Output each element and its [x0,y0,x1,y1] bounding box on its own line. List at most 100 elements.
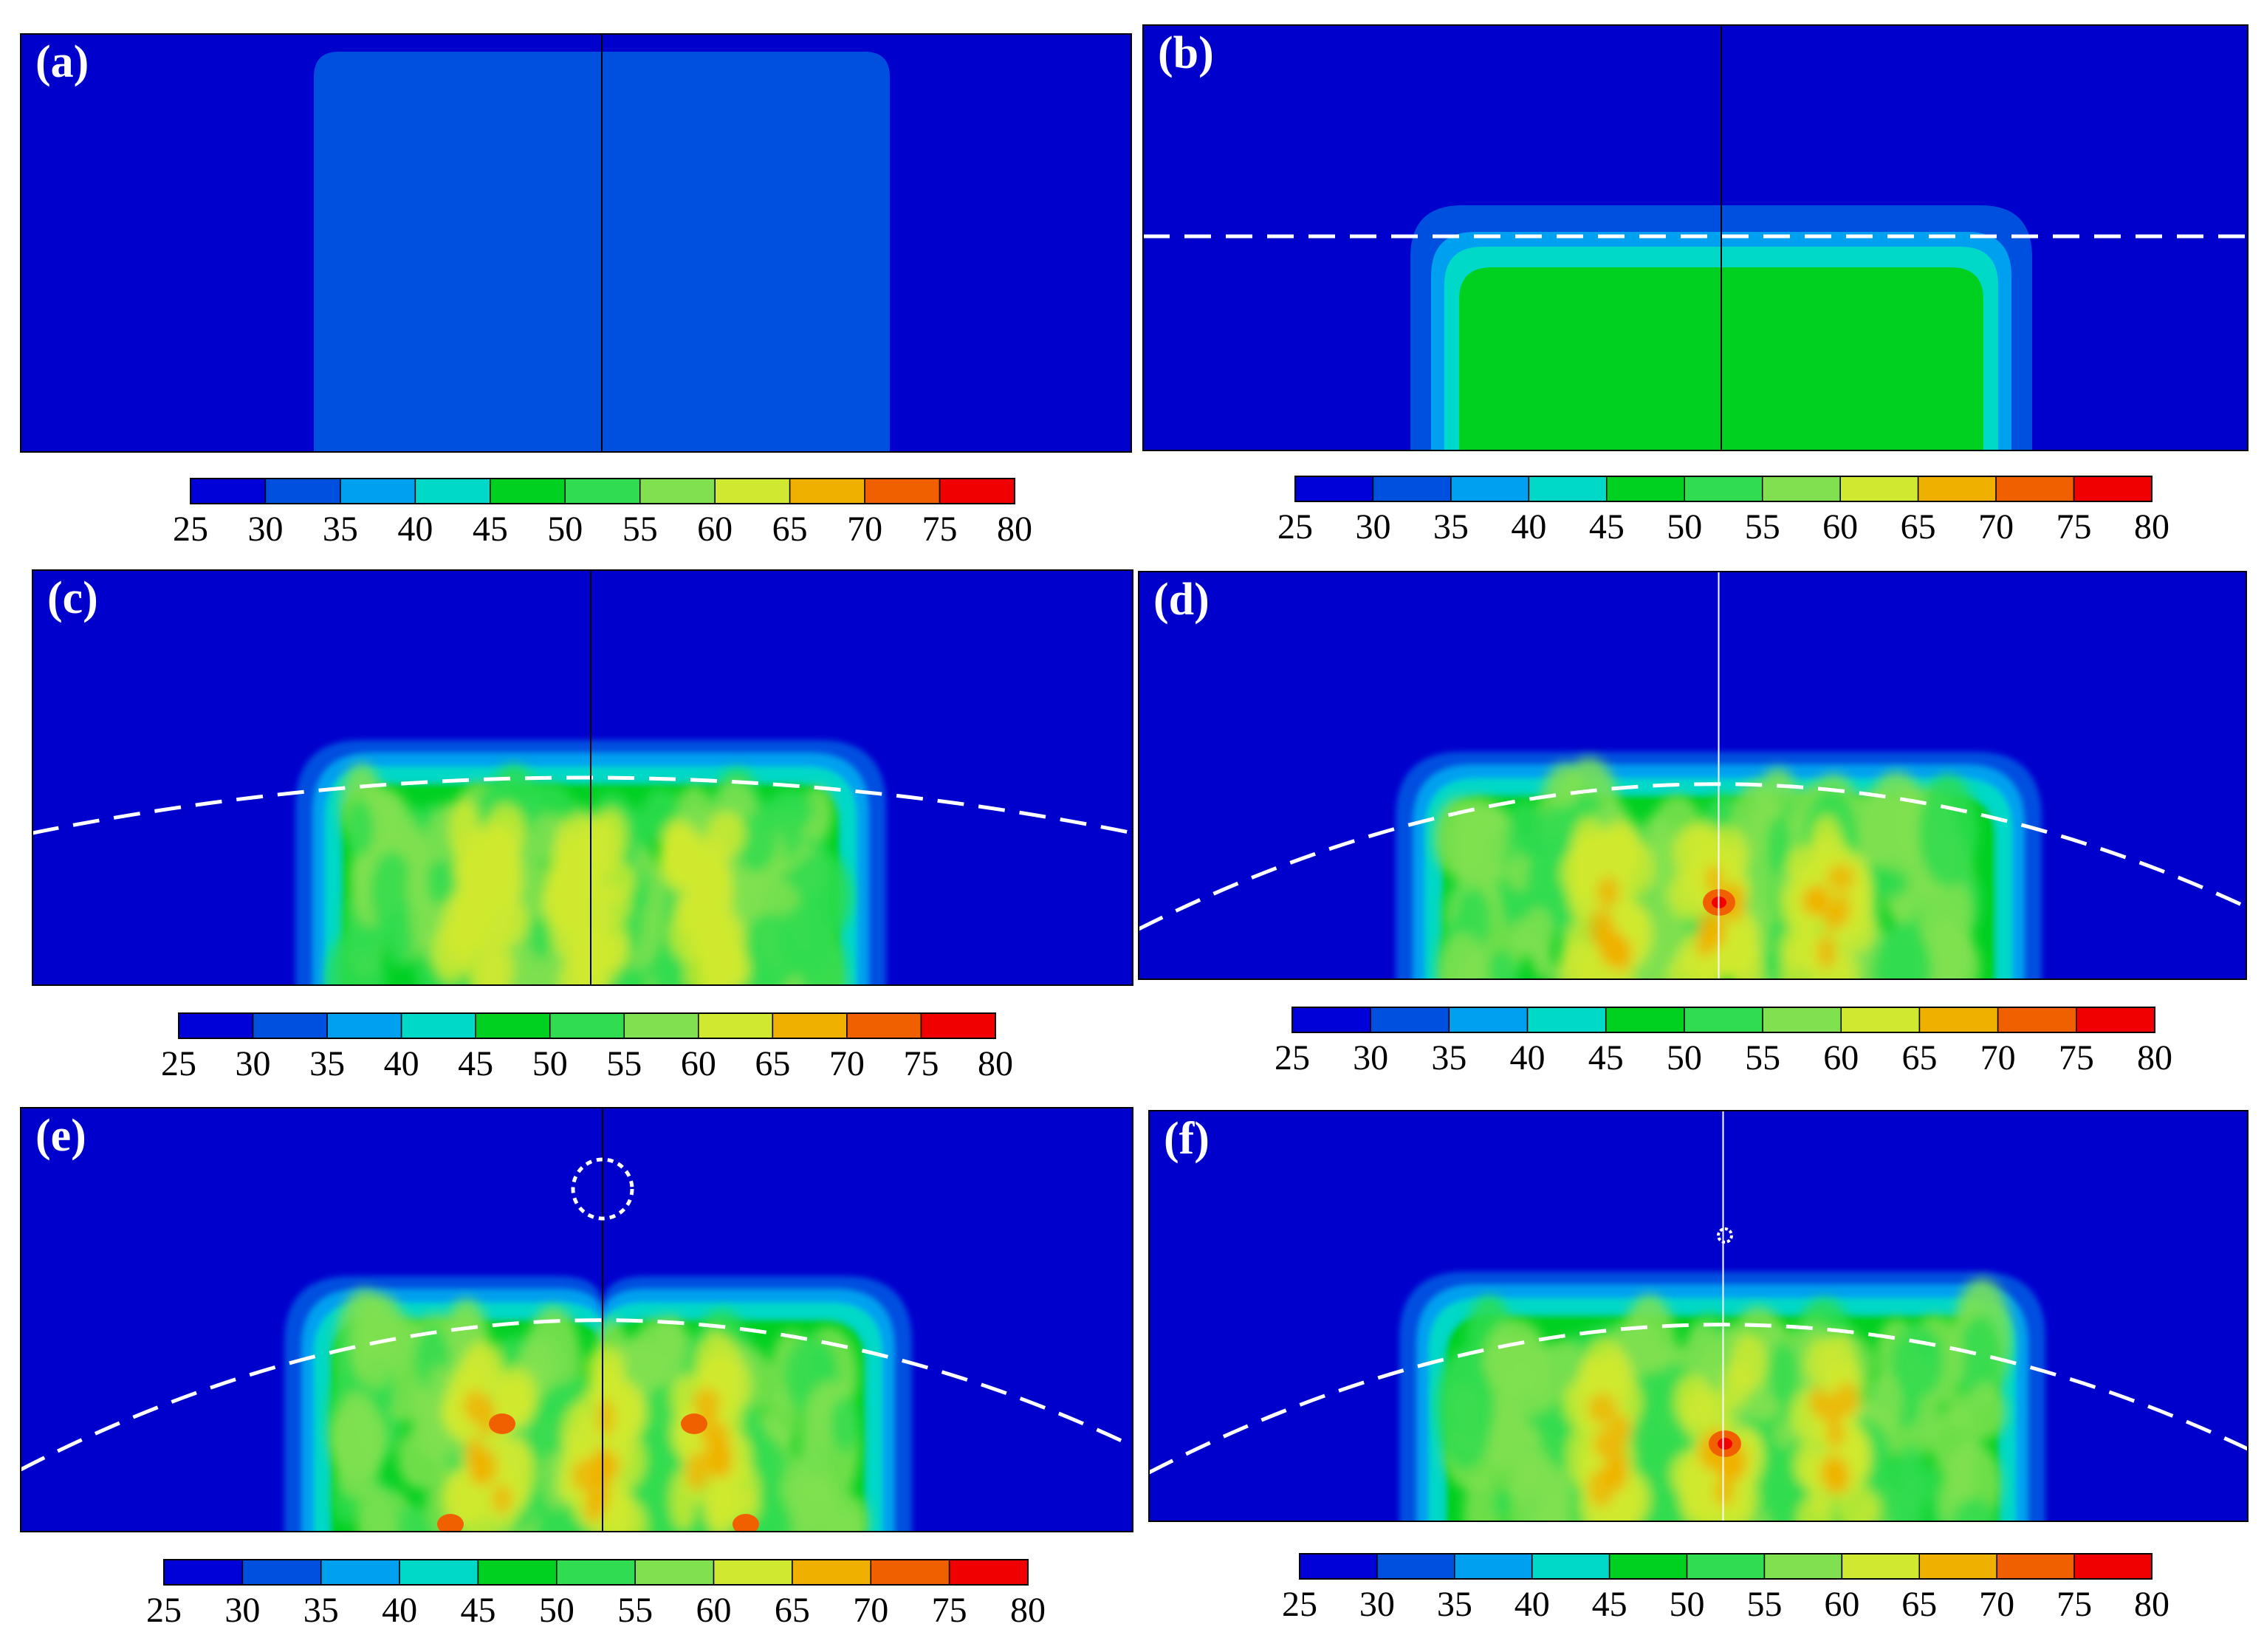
plot-frame [32,569,1133,986]
colorbar-swatch [340,478,416,504]
colorbar: 25 30 35 40 45 50 55 60 65 70 75 80 [1277,476,2169,546]
colorbar-swatch [1917,476,1997,502]
colorbar-tick-label: 55 [622,510,658,549]
colorbar-tick-label: 80 [2137,1038,2172,1077]
dashed-interface-arc [1139,782,2246,931]
mottle-spot [724,855,767,933]
colorbar-tick-label: 65 [1901,1038,1937,1077]
colorbar-tick-label: 80 [1010,1591,1046,1630]
colorbar-tick-label: 50 [539,1591,574,1630]
colorbar-tick-label: 30 [1355,507,1390,546]
colorbar-tick-label: 60 [1822,507,1858,546]
colorbar-swatch [1454,1553,1533,1580]
mottle-spot [397,1427,443,1490]
colorbar-tick-label: 60 [681,1044,716,1083]
colorbar-swatch [1918,1553,1997,1580]
hot-spot [1819,1396,1845,1426]
colorbar-tick-label: 70 [1978,507,2014,546]
warm-spot [1794,1442,1824,1487]
mottle-spot [1509,800,1543,851]
colorbar-swatch [190,478,267,504]
colorbar-tick-label: 45 [1592,1585,1627,1624]
colorbar-swatch [1918,1007,1999,1033]
contour-plot [1139,572,2246,979]
panel-label: (b) [1158,28,1214,78]
panel-a: (a) 25 30 35 40 45 50 55 60 65 70 75 80 [20,33,1132,549]
colorbar: 25 30 35 40 45 50 55 60 65 70 75 80 [161,1012,1013,1083]
colorbar-tick-label: 40 [384,1044,419,1083]
colorbar-tick-label: 70 [1980,1038,2016,1077]
panel-label: (a) [35,37,89,87]
mottle-spot [406,866,428,911]
colorbar-tick-label: 40 [397,510,433,549]
colorbar-swatch [1997,1007,2077,1033]
colorbar-swatch [414,478,491,504]
hot-spot [492,1484,512,1514]
mottle-spot [428,1365,452,1402]
warm-spot [1579,1356,1615,1395]
colorbar-tick-label: 65 [1901,507,1936,546]
colorbar-swatch [252,1012,328,1039]
mottle-spot [1523,907,1554,965]
colorbar-swatch [634,1559,715,1586]
colorbar-swatch [399,1559,479,1586]
colorbar-tick-label: 40 [382,1591,417,1630]
colorbar-swatch [1684,1007,1763,1033]
colorbar-swatch [549,1012,625,1039]
colorbar-swatch [1608,1553,1688,1580]
colorbar-tick-label: 35 [323,510,358,549]
colorbar-swatch [241,1559,322,1586]
colorbar-tick-label: 45 [473,510,508,549]
colorbar-tick-label: 40 [1511,507,1546,546]
colorbar-tick-label: 50 [1667,1038,1702,1077]
colorbar-swatch [1294,476,1374,502]
colorbar-swatch [178,1012,254,1039]
hot-spot [1822,902,1844,932]
hot-spot [1819,1454,1848,1489]
interior-mottle [326,764,852,985]
colorbar-tick-label: 70 [853,1591,888,1630]
colorbar-swatch [1299,1553,1378,1580]
colorbar-swatch [556,1559,636,1586]
colorbar-swatch [846,1012,922,1039]
plot-frame [20,33,1132,453]
colorbar-tick-label: 50 [1670,1585,1705,1624]
mottle-spot [332,1391,383,1500]
hot-spot [1596,876,1620,908]
colorbar-tick-label: 75 [903,1044,939,1083]
warm-spot [551,911,594,960]
warm-spot [1723,1362,1750,1408]
colorbar: 25 30 35 40 45 50 55 60 65 70 75 80 [1275,1007,2172,1077]
contour-plot [32,570,1133,985]
hot-spot [1825,1421,1846,1448]
colorbar-frame [1299,1553,2152,1580]
colorbar-frame [178,1012,996,1039]
warm-spot [1594,825,1641,871]
colorbar-swatch [2076,1007,2155,1033]
interior-mottle [327,1289,869,1532]
colorbar-tick-label: 45 [460,1591,495,1630]
warm-spot [707,812,746,857]
plot-frame [1142,24,2248,451]
contour-plot [1143,25,2248,450]
colorbar-tick-label: 50 [547,510,583,549]
colorbar-swatch [864,478,941,504]
hot-spot [463,1389,488,1423]
warm-spot [1559,941,1601,979]
colorbar-swatch [1291,1007,1371,1033]
colorbar-swatch [1372,476,1452,502]
mottle-spot [1441,1350,1492,1442]
mottle-spot [1965,1382,2007,1440]
colorbar-swatch [400,1012,476,1039]
mottle-spot [1865,772,1928,872]
warm-spot [1805,1337,1839,1388]
colorbar-frame [1294,476,2152,502]
dashed-interface-arc [32,775,1133,835]
peak-spot [681,1413,707,1434]
warm-spot [1667,950,1715,979]
hot-spot [571,1459,601,1492]
dashed-interface-arc [1149,1323,2248,1475]
colorbar-tick-label: 30 [1353,1038,1388,1077]
warm-spot [594,807,628,865]
mottle-spot [1890,1323,1944,1400]
